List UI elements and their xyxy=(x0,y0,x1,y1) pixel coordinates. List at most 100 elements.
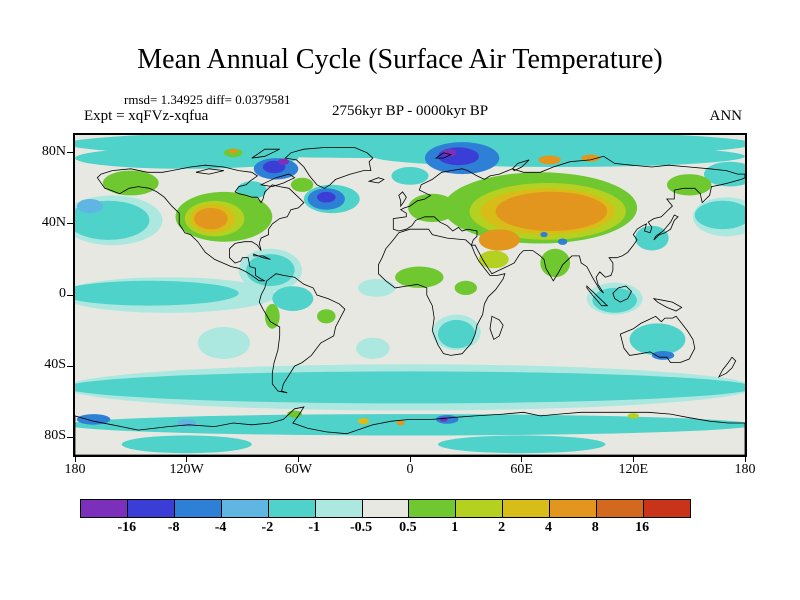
anomaly-region xyxy=(317,309,336,324)
anomaly-region xyxy=(437,435,606,454)
anomaly-region xyxy=(557,238,568,245)
coastline xyxy=(717,356,737,378)
anomaly-region xyxy=(540,248,571,278)
colorbar-tick-label: -16 xyxy=(117,520,137,535)
anomaly-region xyxy=(592,287,637,313)
colorbar-tick-label: 2 xyxy=(498,520,506,535)
anomaly-region xyxy=(357,279,396,297)
anomaly-region xyxy=(581,154,600,162)
colorbar-segment xyxy=(502,500,550,517)
coastline xyxy=(367,177,385,184)
coastline xyxy=(434,152,453,159)
coastline xyxy=(195,168,224,175)
coastline xyxy=(258,273,346,394)
colorbar-segment xyxy=(643,500,690,517)
anomaly-region xyxy=(694,200,745,230)
plot-title: Mean Annual Cycle (Surface Air Temperatu… xyxy=(137,44,663,75)
x-axis-tick-label: 0 xyxy=(406,462,414,477)
colorbar-tick-label: 16 xyxy=(635,520,650,535)
anomaly-region xyxy=(75,280,239,306)
x-axis-tick-label: 180 xyxy=(64,462,86,477)
x-axis-tick-mark xyxy=(74,457,76,462)
anomaly-region xyxy=(272,286,314,311)
stats-line: rmsd= 1.34925 diff= 0.0379581 xyxy=(124,92,291,107)
coastline xyxy=(253,253,271,260)
colorbar-segment xyxy=(81,500,127,517)
anomaly-region xyxy=(75,147,299,169)
x-axis-tick-mark xyxy=(186,457,188,462)
coastline xyxy=(489,315,504,341)
colorbar-segment xyxy=(596,500,644,517)
coastline xyxy=(619,315,696,363)
x-axis-tick-mark xyxy=(744,457,746,462)
anomaly-region xyxy=(76,199,103,214)
colorbar-tick-label: 0.5 xyxy=(399,520,417,535)
coastline xyxy=(652,297,683,312)
colorbar-tick-label: 8 xyxy=(591,520,599,535)
x-axis-tick-label: 120E xyxy=(618,462,649,477)
colorbar-segment xyxy=(455,500,503,517)
y-axis-tick-mark xyxy=(67,294,73,296)
anomaly-region xyxy=(356,337,390,359)
anomaly-region xyxy=(317,191,336,203)
y-axis-tick-mark xyxy=(67,223,73,225)
coastline xyxy=(511,159,530,172)
coastline xyxy=(96,164,305,282)
anomaly-region xyxy=(635,225,669,251)
coastline xyxy=(653,214,679,241)
coastline xyxy=(398,191,407,208)
x-axis-tick-mark xyxy=(297,457,299,462)
y-axis-tick-label: 80N xyxy=(41,143,66,159)
anomaly-region xyxy=(441,148,457,157)
anomaly-region xyxy=(396,420,405,426)
colorbar xyxy=(80,499,691,518)
colorbar-segment xyxy=(126,500,174,517)
coastline xyxy=(392,155,745,294)
anomaly-region xyxy=(75,371,745,404)
y-axis-tick-label: 40S xyxy=(44,357,66,373)
colorbar-segment xyxy=(408,500,456,517)
coastline xyxy=(612,285,632,303)
anomaly-region xyxy=(290,177,314,192)
anomaly-region xyxy=(437,319,476,349)
y-axis-tick-mark xyxy=(67,436,73,438)
anomaly-region xyxy=(246,254,295,287)
x-axis-tick-label: 60W xyxy=(284,462,312,477)
x-axis-tick-mark xyxy=(409,457,411,462)
colorbar-tick-label: -4 xyxy=(214,520,227,535)
colorbar-segment xyxy=(267,500,315,517)
anomaly-region xyxy=(704,161,745,187)
anomaly-region xyxy=(395,266,444,288)
anomaly-region xyxy=(357,418,370,425)
map-frame xyxy=(73,133,747,457)
anomaly-region xyxy=(495,191,608,231)
x-axis-tick-label: 180 xyxy=(734,462,756,477)
coastline xyxy=(259,173,296,188)
world-anomaly-map xyxy=(75,135,745,455)
coastline xyxy=(251,148,280,159)
anomaly-region xyxy=(408,193,457,223)
coastline xyxy=(75,406,745,455)
anomaly-region xyxy=(629,323,686,356)
period-label: 2756kyr BP - 0000kyr BP xyxy=(331,103,489,119)
anomaly-region xyxy=(228,148,238,154)
experiment-label: Expt = xqFVz-xqfua xyxy=(84,108,209,124)
coastline xyxy=(284,147,374,189)
y-axis-tick-label: 0 xyxy=(59,286,66,301)
anomaly-region xyxy=(478,250,509,269)
x-axis-tick-mark xyxy=(632,457,634,462)
x-axis-tick-label: 120W xyxy=(169,462,204,477)
anomaly-region xyxy=(478,229,520,251)
colorbar-segment xyxy=(314,500,362,517)
anomaly-region xyxy=(197,327,250,359)
anomaly-region xyxy=(76,414,111,425)
season-label: ANN xyxy=(709,108,743,124)
colorbar-tick-label: -2 xyxy=(261,520,274,535)
colorbar-tick-label: -8 xyxy=(167,520,180,535)
anomaly-region xyxy=(75,414,745,436)
colorbar-segment xyxy=(361,500,409,517)
anomaly-region xyxy=(391,167,429,185)
anomaly-region xyxy=(102,170,159,196)
anomaly-region xyxy=(194,207,228,230)
